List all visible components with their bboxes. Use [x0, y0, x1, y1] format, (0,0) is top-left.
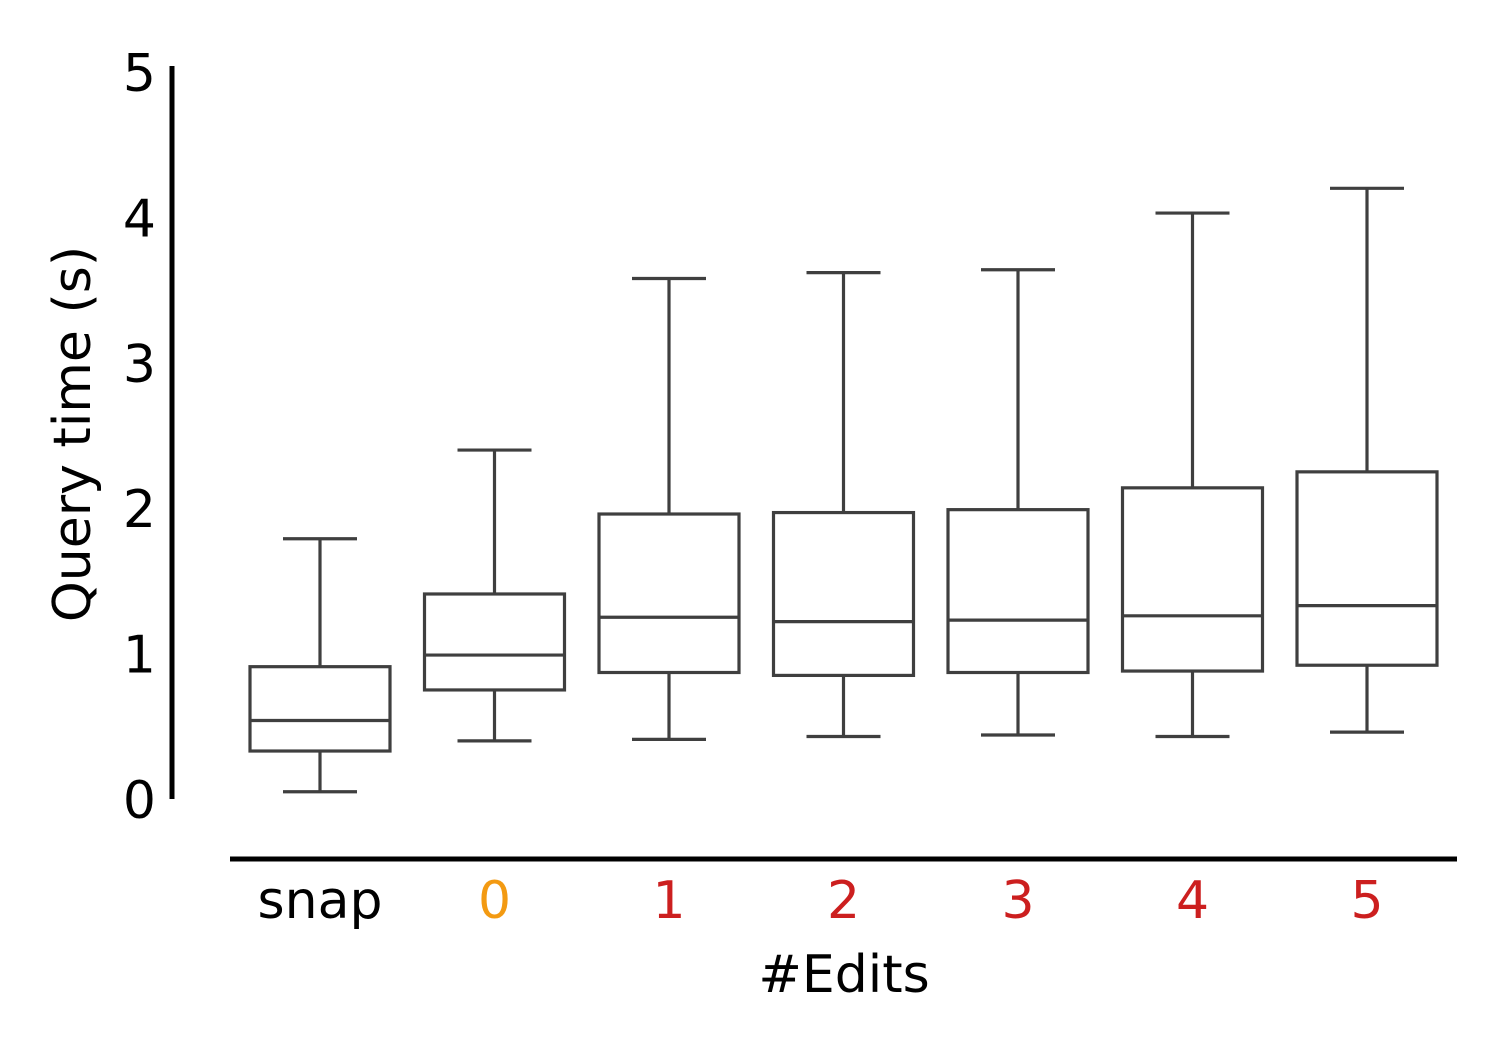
x-tick-label: 5: [1350, 871, 1383, 931]
x-tick-label: 3: [1001, 871, 1034, 931]
iqr-box: [946, 508, 1090, 675]
y-axis-title: Query time (s): [43, 246, 103, 622]
box-4: [1120, 211, 1265, 739]
box-2: [771, 271, 916, 739]
y-tick-label: 5: [123, 44, 156, 104]
y-tick-label: 3: [123, 335, 156, 395]
x-tick-label: snap: [258, 871, 383, 931]
x-tick-label: 1: [652, 871, 685, 931]
y-tick-label: 1: [123, 626, 156, 686]
boxes: [248, 186, 1439, 794]
box-1: [597, 276, 741, 741]
iqr-box: [422, 592, 567, 692]
box-3: [946, 268, 1090, 737]
box-5: [1295, 186, 1439, 734]
x-tick-label: 4: [1176, 871, 1209, 931]
box-snap: [248, 537, 392, 794]
iqr-box: [248, 665, 392, 753]
x-axis-title: #Edits: [758, 945, 929, 1005]
y-tick-label: 0: [123, 771, 156, 831]
x-tick-label: 2: [827, 871, 860, 931]
iqr-box: [597, 512, 741, 675]
iqr-box: [1120, 486, 1265, 673]
y-tick-label: 4: [123, 189, 156, 249]
x-tick-labels: snap 0 1 2 3 4 5: [258, 871, 1384, 931]
iqr-box: [1295, 470, 1439, 667]
y-tick-label: 2: [123, 480, 156, 540]
box-0: [422, 448, 567, 743]
y-tick-labels: 0 1 2 3 4 5: [123, 44, 156, 831]
x-tick-label: 0: [478, 871, 511, 931]
iqr-box: [771, 510, 916, 678]
